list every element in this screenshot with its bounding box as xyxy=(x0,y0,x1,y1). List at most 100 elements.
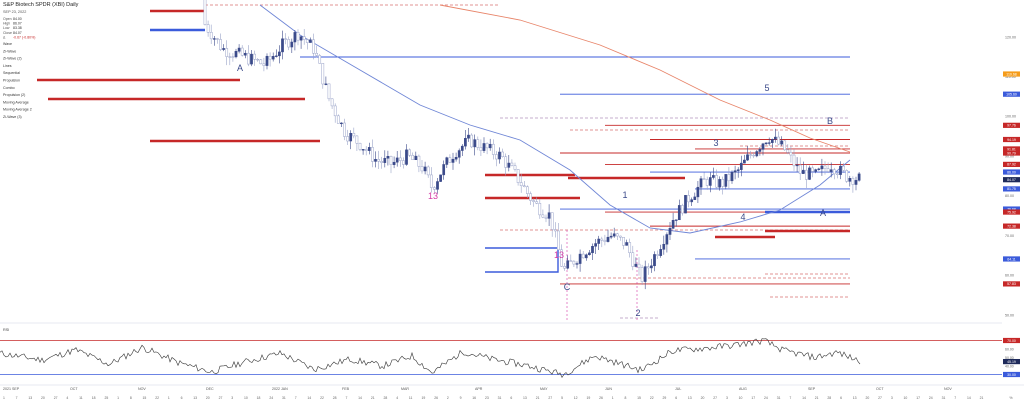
support-bracket xyxy=(485,247,559,273)
candle xyxy=(346,136,349,142)
day-label: 20 xyxy=(701,396,705,400)
day-label: 3 xyxy=(726,396,728,400)
price-badge-text: 81.75 xyxy=(1007,187,1016,191)
day-label: 10 xyxy=(904,396,908,400)
day-label: 7 xyxy=(295,396,297,400)
candle xyxy=(330,98,334,107)
candle xyxy=(774,136,777,140)
candle xyxy=(597,238,601,244)
price-badge-text: 57.83 xyxy=(1007,282,1016,286)
day-label: 13 xyxy=(28,396,32,400)
day-label: 10 xyxy=(739,396,743,400)
candle xyxy=(423,166,427,172)
price-badge-text: 110.68 xyxy=(1006,72,1016,76)
indicator-item: Propulsion xyxy=(3,79,20,83)
day-label: 27 xyxy=(878,396,882,400)
day-label: 14 xyxy=(802,396,806,400)
rsi-tick: 50.00 xyxy=(1005,356,1014,360)
price-badge-text: 94.19 xyxy=(1007,138,1016,142)
candle xyxy=(557,230,560,251)
candle xyxy=(622,236,625,246)
indicator-item: Sequential xyxy=(3,71,20,75)
price-tick: 70.00 xyxy=(1005,234,1014,238)
candle xyxy=(442,164,446,176)
month-label: FEB xyxy=(342,387,350,391)
candle xyxy=(374,159,377,162)
candle xyxy=(340,122,343,125)
candle xyxy=(606,236,610,242)
wave-label: 5 xyxy=(764,83,769,93)
candle xyxy=(681,205,684,214)
chart-title: S&P Biotech SPDR (XBI) Daily xyxy=(3,2,79,8)
candle xyxy=(212,38,216,40)
candle xyxy=(563,266,566,269)
candle xyxy=(581,253,585,259)
candle xyxy=(420,166,424,172)
candle xyxy=(315,52,318,56)
candle xyxy=(836,173,839,175)
price-axis[interactable]: 120.00 110.00 100.00 90.00 80.00 70.00 60.00 50… xyxy=(1003,35,1020,317)
candle xyxy=(708,177,712,186)
candle xyxy=(712,175,715,178)
candle xyxy=(789,152,793,156)
wave-label: 4 xyxy=(740,212,745,222)
candle xyxy=(203,0,207,25)
day-label: 21 xyxy=(980,396,984,400)
candle xyxy=(572,260,576,265)
candle xyxy=(746,154,749,161)
price-badge-text: 75.92 xyxy=(1007,210,1016,214)
day-label: 17 xyxy=(751,396,755,400)
ma-slow-line xyxy=(439,4,851,153)
time-axis[interactable]: 2021 SEP OCT NOV DEC 2022 JAN FEB MAR APR MAY JUN… xyxy=(3,387,1013,400)
day-label: 27 xyxy=(548,396,552,400)
rsi-tick: 40.00 xyxy=(1005,364,1014,368)
price-badge xyxy=(1003,146,1020,152)
day-label: 13 xyxy=(523,396,527,400)
wave-labels: A 5 B 3 4 A 1 2 C 13 13 xyxy=(237,63,833,318)
indicator-item: Propulsion (2) xyxy=(3,93,25,97)
rsi-badge-text: 45.19 xyxy=(1007,360,1016,364)
candle xyxy=(736,169,740,171)
candle xyxy=(358,143,362,150)
ohlc-label: Low xyxy=(3,26,10,30)
indicator-item: Lines xyxy=(3,64,12,68)
day-label: 6 xyxy=(675,396,677,400)
candle xyxy=(767,142,771,144)
ohlc-value: -0.67 (-0.80%) xyxy=(13,35,35,39)
day-label: 5 xyxy=(561,396,563,400)
candle xyxy=(309,39,312,43)
price-badge-text: 84.07 xyxy=(1007,178,1016,182)
candle xyxy=(668,228,672,235)
candle xyxy=(677,205,681,221)
day-label: 2 xyxy=(447,396,449,400)
price-tick: 120.00 xyxy=(1005,35,1016,39)
candle xyxy=(296,32,300,41)
day-label: 10 xyxy=(244,396,248,400)
rsi-badge-text: 30.00 xyxy=(1007,373,1016,377)
candle xyxy=(538,203,542,216)
month-label: JUN xyxy=(605,387,612,391)
candle xyxy=(305,39,309,43)
candle xyxy=(491,143,495,155)
candle xyxy=(646,266,650,269)
day-label: 24 xyxy=(929,396,933,400)
candles[interactable] xyxy=(203,0,861,290)
candle xyxy=(451,158,455,163)
candle xyxy=(405,149,408,165)
price-badge-text: 86.00 xyxy=(1007,170,1016,174)
day-label: 17 xyxy=(916,396,920,400)
month-label: AUG xyxy=(739,387,747,391)
candle xyxy=(479,147,483,151)
day-label: 11 xyxy=(409,396,413,400)
candle xyxy=(433,187,436,190)
rsi-badge xyxy=(1003,358,1020,365)
candle xyxy=(237,47,241,52)
candle xyxy=(640,267,644,282)
candle xyxy=(792,154,796,167)
candle xyxy=(414,155,418,160)
indicator-item: Wave xyxy=(3,42,12,46)
candle xyxy=(609,235,613,238)
price-badge-text: 97.76 xyxy=(1007,124,1016,128)
